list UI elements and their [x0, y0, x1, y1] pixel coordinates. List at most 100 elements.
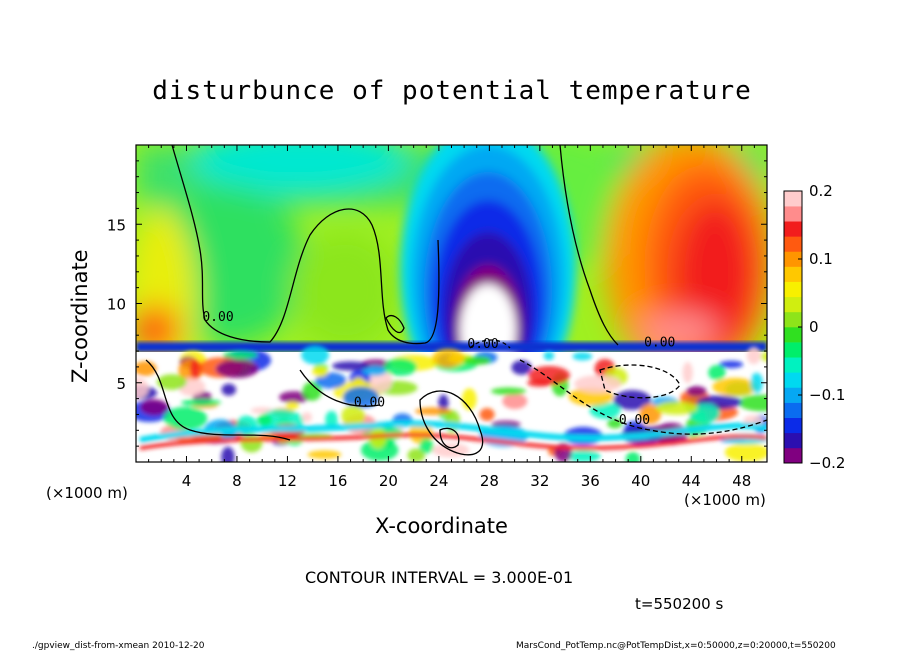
colorbar-swatch — [784, 327, 802, 343]
turbulence-blob — [572, 352, 593, 361]
turbulence-blob — [407, 448, 426, 462]
x-tick-label: 8 — [232, 472, 242, 490]
turbulence-blob — [221, 446, 235, 462]
turbulence-blob — [625, 451, 641, 462]
contour-label: 0.00 — [619, 413, 650, 428]
turbulence-blob — [342, 386, 380, 409]
turbulence-blob — [461, 388, 477, 411]
turbulence-blob — [686, 386, 707, 397]
x-tick-label: 40 — [631, 472, 650, 490]
turbulence-blob — [383, 358, 417, 376]
chart-title: disturbunce of potential temperature — [152, 76, 752, 106]
turbulence-blob — [431, 348, 465, 368]
turbulence-blob — [543, 351, 555, 361]
turbulence-blob — [163, 406, 208, 430]
colorbar-swatch — [784, 402, 802, 418]
x-unit-label-right: (×1000 m) — [684, 491, 766, 509]
turbulence-blob — [655, 401, 698, 415]
turbulence-blob — [490, 387, 527, 396]
turbulence-blob — [479, 408, 495, 421]
colorbar-swatch — [784, 372, 802, 388]
colorbar-tick-label: 0 — [809, 318, 819, 336]
turbulence-blob — [746, 346, 761, 365]
colorbar-tick-label: 0.2 — [809, 182, 833, 200]
colorbar-tick-label: −0.2 — [809, 454, 845, 472]
x-unit-label-left: (×1000 m) — [46, 484, 128, 502]
colorbar-swatch — [784, 447, 802, 464]
x-tick-label: 12 — [278, 472, 297, 490]
turbulence-blob — [639, 403, 662, 425]
turbulence-blob — [257, 414, 272, 426]
colorbar-tick-label: 0.1 — [809, 250, 833, 268]
x-tick-label: 24 — [429, 472, 448, 490]
contour-lines — [145, 145, 767, 456]
colorbar-swatch — [784, 236, 802, 252]
turbulence-blob — [360, 439, 399, 461]
turbulence-blob — [566, 450, 601, 462]
colorbar-swatch — [784, 432, 802, 449]
y-axis-label: Z-coordinate — [68, 249, 92, 383]
contour-label: 0.00 — [467, 337, 498, 352]
turbulence-blob — [215, 360, 259, 378]
contour-label: 0.00 — [202, 310, 233, 325]
colorbar-swatch — [784, 311, 802, 328]
turbulence-blob — [419, 438, 434, 454]
turbulence-blob — [312, 365, 329, 378]
y-tick-label: 15 — [107, 216, 126, 234]
colorbar-swatch — [784, 357, 802, 373]
x-tick-label: 16 — [328, 472, 347, 490]
footer-right: MarsCond_PotTemp.nc@PotTempDist,x=0:5000… — [516, 641, 836, 651]
colorbar-swatch — [784, 251, 802, 267]
colorbar-swatch — [784, 342, 802, 358]
turbulence-blob — [136, 377, 149, 399]
turbulence-blob — [574, 375, 622, 393]
lower-turbulence-blobs — [136, 345, 767, 462]
turbulence-blob — [156, 374, 187, 390]
potential-temperature-field — [136, 145, 767, 462]
colorbar-swatch — [784, 417, 802, 434]
turbulence-blob — [240, 433, 263, 453]
lower-band — [139, 432, 767, 451]
colorbar: −0.2 −0.1 0 0.1 0.2 — [783, 182, 845, 472]
turbulence-blob — [341, 405, 365, 427]
turbulence-blob — [738, 394, 767, 412]
colorbar-swatch — [784, 206, 802, 222]
turbulence-blob — [190, 359, 201, 379]
colorbar-swatch — [784, 266, 802, 282]
y-axis: 5 10 15 — [107, 160, 767, 447]
turbulence-blob — [462, 356, 492, 365]
turbulence-blob — [511, 360, 532, 375]
turbulence-blob — [302, 381, 322, 401]
turbulence-blob — [724, 442, 767, 462]
contour-label-layer: 0.00 0.00 0.00 0.00 0.00 — [202, 310, 675, 428]
y-tick-label: 5 — [116, 375, 126, 393]
x-tick-label: 32 — [530, 472, 549, 490]
turbulence-blob — [589, 401, 621, 419]
footer-left: ./gpview_dist-from-xmean 2010-12-20 — [32, 641, 205, 651]
x-axis-label: X-coordinate — [375, 514, 508, 538]
turbulence-blob — [325, 410, 338, 429]
turbulence-blob — [279, 391, 310, 404]
x-tick-label: 4 — [182, 472, 192, 490]
x-tick-label: 28 — [480, 472, 499, 490]
colorbar-swatch — [784, 191, 802, 207]
contour-label: 0.00 — [354, 396, 385, 411]
y-tick-label: 10 — [107, 296, 126, 314]
turbulence-blob — [528, 366, 570, 385]
turbulence-blob — [221, 383, 237, 396]
turbulence-blob — [613, 390, 652, 410]
contour-interval-text: CONTOUR INTERVAL = 3.000E-01 — [305, 568, 574, 587]
turbulence-blob — [708, 365, 726, 381]
turbulence-blob — [438, 394, 449, 412]
turbulence-blob — [682, 362, 693, 384]
x-tick-label: 44 — [682, 472, 701, 490]
colorbar-swatch — [784, 387, 802, 403]
turbulence-blob — [181, 399, 222, 407]
colorbar-swatch — [784, 281, 802, 298]
lower-band — [139, 420, 767, 443]
time-label: t=550200 s — [635, 595, 724, 613]
turbulence-blob — [307, 450, 342, 459]
colorbar-swatch — [784, 221, 802, 237]
x-axis: 4 8 12 16 20 24 28 32 36 40 44 48 — [148, 145, 755, 490]
